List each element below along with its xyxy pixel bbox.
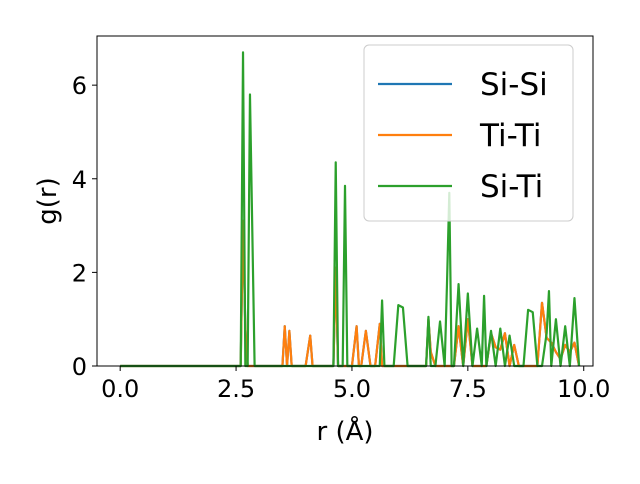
series-line-si-ti bbox=[120, 51, 581, 368]
x-tick-label: 5.0 bbox=[333, 375, 371, 403]
x-tick-label: 10.0 bbox=[557, 375, 610, 403]
x-axis-ticks: 0.0 2.5 5.0 7.5 10.0 bbox=[101, 366, 610, 403]
y-tick-label: 6 bbox=[72, 72, 87, 100]
y-tick-label: 2 bbox=[72, 259, 87, 287]
plot-frame bbox=[96, 35, 594, 367]
legend: Si-Si Ti-Ti Si-Ti bbox=[363, 44, 574, 222]
legend-box bbox=[363, 44, 574, 222]
y-axis-ticks: 0 2 4 6 bbox=[72, 72, 97, 381]
y-tick-label: 0 bbox=[72, 353, 87, 381]
x-axis-label: r (Å) bbox=[316, 415, 373, 447]
x-tick-label: 2.5 bbox=[217, 375, 255, 403]
y-axis-label: g(r) bbox=[33, 177, 63, 224]
legend-label-si-ti: Si-Ti bbox=[480, 169, 543, 205]
legend-label-ti-ti: Ti-Ti bbox=[479, 118, 542, 154]
legend-label-si-si: Si-Si bbox=[480, 67, 548, 103]
x-tick-label: 7.5 bbox=[449, 375, 487, 403]
y-tick-label: 4 bbox=[72, 166, 87, 194]
x-tick-label: 0.0 bbox=[101, 375, 139, 403]
